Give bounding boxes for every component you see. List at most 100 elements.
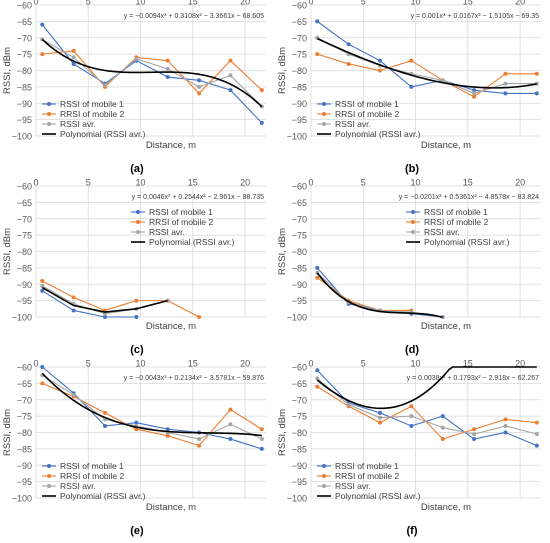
data-point [40,283,45,288]
y-tick-label: −65 [292,379,307,389]
data-point [534,91,539,96]
data-point [534,420,539,425]
legend-label: RSSI of mobile 1 [149,207,213,217]
series-line [316,378,537,435]
legend-label: RSSI avr. [149,227,185,237]
series-line [41,38,263,107]
data-point [40,52,45,57]
legend-label: Polynomial (RSSI avr.) [149,237,235,247]
panel-label: (c) [130,344,144,356]
legend-label: Polynomial (RSSI avr.) [424,237,510,247]
y-axis-label: RSSI, dBm [277,47,288,94]
trendline-equation: y = −0.0043x³ + 0.2134x² − 3.5781x − 59.… [124,375,264,382]
series-line [316,20,537,94]
legend-label: RSSI of mobile 1 [424,207,488,217]
data-point [503,81,508,86]
x-tick-label: 0 [33,178,38,188]
legend-item: Polynomial (RSSI avr.) [317,491,421,501]
gridlines [310,185,541,318]
legend-swatch-marker [47,474,51,478]
y-tick-label: −65 [17,379,32,389]
series-rssi-avr [40,37,264,109]
data-point [409,423,414,428]
data-point [165,75,170,80]
data-point [40,381,45,386]
y-axis-label: RSSI, dBm [277,409,288,456]
x-tick-label: 20 [240,178,250,188]
data-point [440,437,445,442]
data-point [315,52,320,57]
legend-label: RSSI avr. [60,119,96,129]
y-tick-label: −70 [292,395,307,405]
data-point [503,417,508,422]
data-point [472,88,477,93]
x-tick-label: 5 [86,359,91,369]
data-point [103,83,107,88]
series-polynomial-rssi-avr [41,286,168,313]
data-point [503,423,508,428]
series-line [316,386,537,440]
series-polynomial-rssi-avr [41,38,263,108]
x-tick-label: 20 [515,359,525,369]
series-rssi-avr [315,376,539,437]
legend-swatch-marker [136,210,140,214]
y-axis-label: RSSI, dBm [2,47,13,94]
legend-item: RRSI of mobile 2 [131,217,214,227]
data-point [346,42,351,47]
gridlines [35,4,266,137]
legend-item: RSSI avr. [131,227,185,237]
legend-item: RSSI of mobile 1 [42,461,124,471]
panel-b: −60 −65 −70 −75 −80 −85 −90 −95 −100 0 5 10 15 20 RSSI… [277,0,541,175]
legend-swatch-marker [322,464,326,468]
data-point [165,433,170,438]
panel-f: −60 −65 −70 −75 −80 −85 −90 −95 −100 0 5 10 15 20 RSSI… [277,359,541,537]
data-point [40,365,45,369]
legend-item: RSSI avr. [317,119,371,129]
y-tick-label: −85 [17,444,32,454]
y-tick-label: −95 [292,115,307,125]
series-rssi-of-mobile-1 [315,368,539,448]
data-point [440,425,445,430]
data-point [134,298,139,303]
x-tick-label: 0 [33,359,38,369]
y-tick-label: −85 [17,263,32,273]
y-axis-label: RSSI, dBm [2,409,13,456]
legend-item: RRSI of mobile 2 [317,471,400,481]
panel-e: −60 −65 −70 −75 −80 −85 −90 −95 −100 0 5 10 15 20 RSSI… [2,359,266,537]
legend-item: RSSI avr. [42,119,96,129]
x-axis-label: Distance, m [146,502,196,513]
y-axis-label: RSSI, dBm [2,228,13,275]
trendline [316,366,537,410]
data-point [197,91,202,96]
data-point [165,427,170,432]
data-point [259,446,264,451]
trendline-equation: y = −0.0094x³ + 0.3108x² − 3.3661x − 68.… [124,13,264,20]
y-tick-label: −85 [292,263,307,273]
data-point [71,61,76,66]
data-point [71,48,76,53]
y-tick-label: −75 [292,412,307,422]
series-rssi-of-mobile-1 [40,288,139,319]
legend-label: Polynomial (RSSI avr.) [335,129,421,139]
y-tick-label: −100 [12,494,32,504]
y-tick-label: −70 [17,33,32,43]
y-tick-label: −75 [17,231,32,241]
legend-item: RRSI of mobile 2 [42,109,125,119]
legend-label: RSSI avr. [424,227,460,237]
data-point [71,295,76,300]
data-point [409,414,414,419]
gridlines [310,366,541,499]
data-point [197,78,202,83]
legend-label: Polynomial (RSSI avr.) [60,129,146,139]
y-tick-label: −80 [292,66,307,76]
legend-swatch-marker [411,230,415,234]
legend-label: Polynomial (RSSI avr.) [60,491,146,501]
legend-item: RRSI of mobile 2 [42,471,125,481]
data-point [534,71,539,76]
series-line [317,37,537,95]
data-point [134,315,139,319]
